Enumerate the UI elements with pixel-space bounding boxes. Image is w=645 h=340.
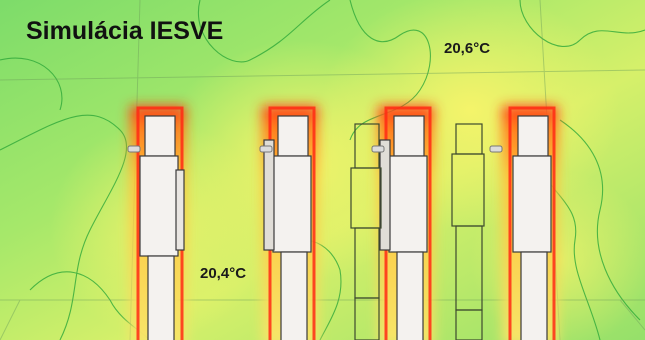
radiator-4 [512, 115, 552, 340]
radiator-1 [139, 115, 185, 340]
temperature-label-lower: 20,4°C [200, 265, 247, 282]
radiator-3 [379, 115, 428, 340]
unheated-outline-2 [451, 123, 485, 340]
temperature-label-upper: 20,6°C [444, 40, 491, 57]
pipe-connectors [127, 145, 503, 153]
simulation-title: Simulácia IESVE [26, 17, 224, 45]
radiator-2 [263, 115, 312, 340]
